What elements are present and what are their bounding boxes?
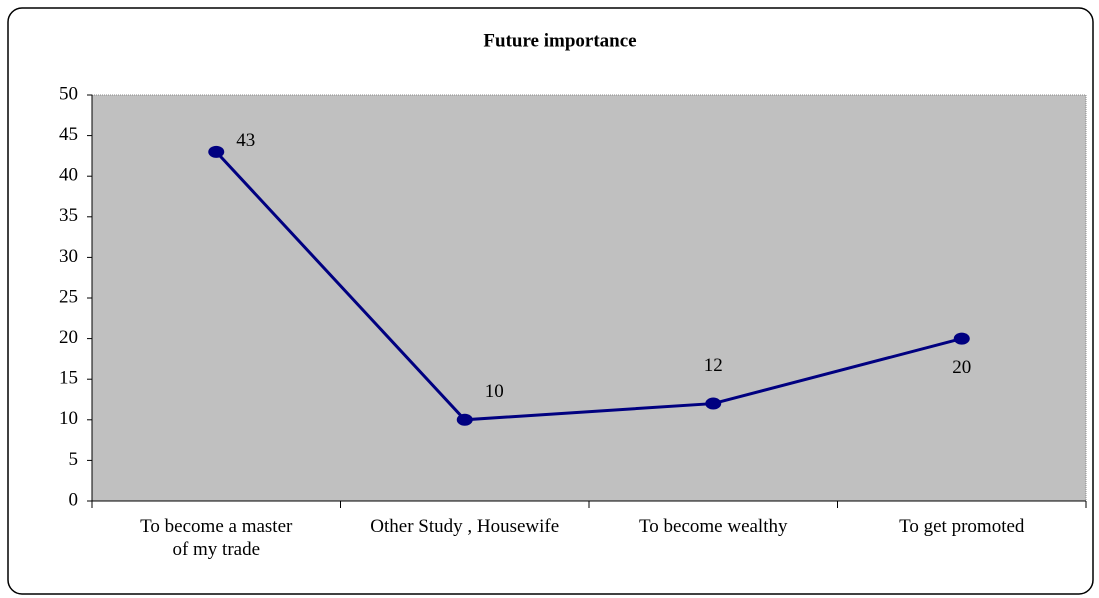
y-tick-label: 40 (59, 165, 78, 186)
line (215, 150, 963, 422)
plot-area (91, 94, 1087, 502)
y-tick-label: 5 (69, 449, 79, 470)
marker (953, 332, 970, 345)
x-tick-label: To get promoted (899, 516, 1025, 537)
y-tick-label: 15 (59, 368, 78, 389)
data-label: 20 (952, 357, 971, 378)
x-tick-label: To become a master of my trade (140, 516, 293, 560)
y-tick-label: 35 (59, 205, 78, 226)
chart-title: Future importance (483, 30, 636, 51)
data-label: 12 (704, 355, 723, 376)
x-tick-label: Other Study , Housewife (370, 516, 560, 537)
marker (456, 413, 473, 426)
y-tick-label: 30 (59, 246, 78, 267)
y-tick-label: 50 (59, 83, 78, 104)
marker (208, 145, 225, 158)
data-label: 10 (485, 381, 504, 402)
y-tick-label: 45 (59, 124, 78, 145)
y-tick-label: 25 (59, 286, 78, 307)
x-tick-label: To become wealthy (638, 516, 788, 537)
data-label: 43 (236, 130, 255, 151)
y-tick-label: 20 (59, 327, 78, 348)
marker (705, 397, 722, 410)
y-tick-label: 0 (69, 489, 79, 510)
y-tick-label: 10 (59, 408, 78, 429)
